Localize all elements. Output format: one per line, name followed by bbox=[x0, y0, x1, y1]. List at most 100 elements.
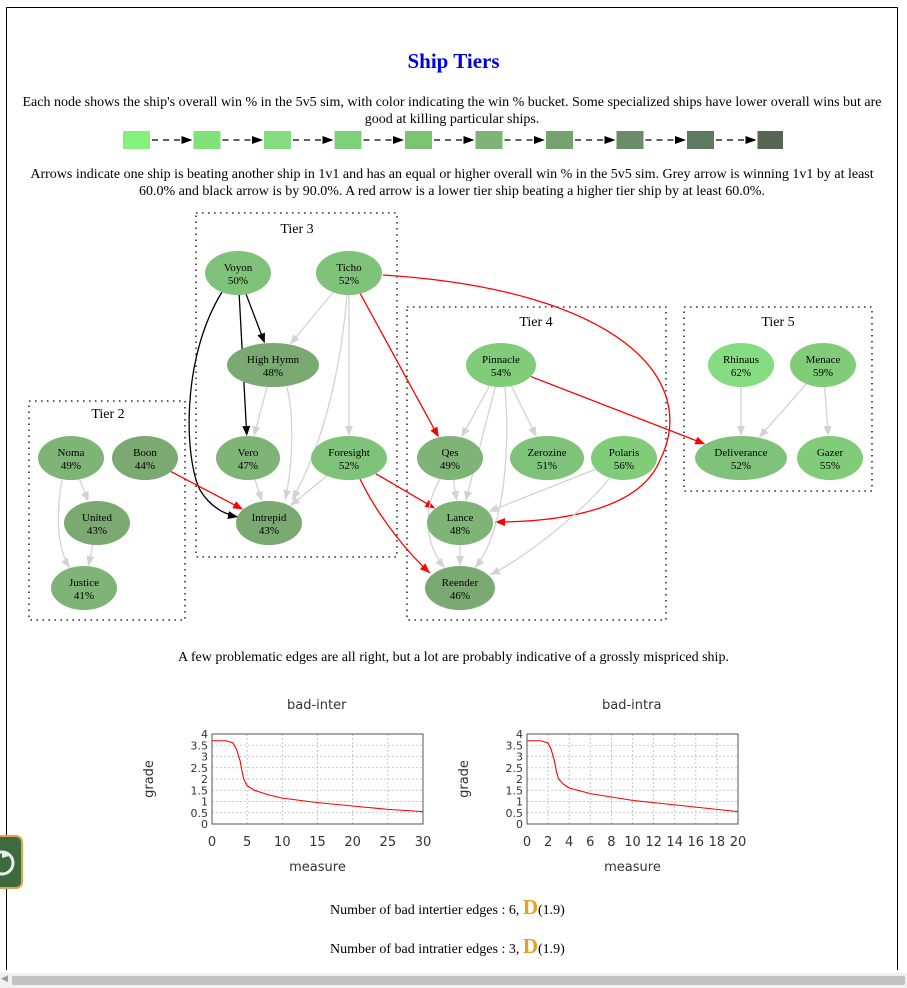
node-name: Noma bbox=[58, 447, 85, 459]
series-line-0 bbox=[527, 740, 739, 813]
node-pct: 52% bbox=[339, 275, 359, 287]
y-tick-label: 1 bbox=[201, 796, 208, 809]
node-pct: 52% bbox=[731, 460, 751, 472]
node-shape bbox=[425, 566, 495, 610]
node-shape bbox=[708, 343, 774, 387]
refresh-button[interactable] bbox=[0, 835, 23, 889]
edge-noma-justice-head bbox=[61, 557, 70, 568]
node-pct: 48% bbox=[263, 367, 283, 379]
edge-highhymn-intrepid bbox=[284, 386, 293, 501]
edge-pinnacle-zerozine-head bbox=[528, 426, 537, 437]
edge-foresight-lance bbox=[375, 473, 429, 505]
arrows-explanation: Arrows indicate one ship is beating anot… bbox=[30, 167, 874, 199]
y-tick-label: 2.5 bbox=[506, 762, 524, 775]
edge-ticho-qes bbox=[359, 293, 436, 431]
node-shape bbox=[591, 436, 657, 480]
x-axis-label: measure bbox=[289, 860, 346, 875]
edge-polaris-reender bbox=[489, 477, 611, 576]
edge-vero-intrepid bbox=[254, 479, 261, 495]
node-pct: 62% bbox=[731, 367, 751, 379]
x-tick-label: 20 bbox=[730, 835, 747, 850]
edge-pinnacle-deliverance bbox=[530, 375, 699, 442]
node-name: Intrepid bbox=[252, 512, 287, 524]
y-tick-label: 2 bbox=[201, 773, 208, 786]
plot-frame bbox=[211, 733, 424, 825]
edge-ticho-intrepid bbox=[291, 294, 348, 501]
legend-arrowhead bbox=[534, 136, 545, 144]
edge-boon-intrepid bbox=[170, 471, 237, 507]
edge-highhymn-intrepid-head bbox=[283, 489, 292, 500]
scrollbar-thumb[interactable] bbox=[12, 976, 905, 985]
edge-voyon-vero-head bbox=[242, 425, 251, 437]
legend-arrowhead bbox=[675, 136, 686, 144]
edge-ticho-highhymn bbox=[294, 291, 334, 339]
edge-ticho-qes-head bbox=[430, 426, 439, 438]
edge-foresight-reender-head bbox=[419, 563, 430, 573]
y-tick-label: 3 bbox=[201, 751, 208, 764]
cluster-label-tier3: Tier 3 bbox=[280, 222, 313, 237]
edge-menace-deliverance-head bbox=[758, 427, 769, 438]
edge-voyon-intrepid bbox=[188, 291, 239, 518]
y-tick-label: 3 bbox=[516, 751, 523, 764]
chart-title-bad-inter: bad-inter bbox=[287, 698, 347, 713]
y-tick-label: 3.5 bbox=[191, 739, 209, 752]
node-name: Pinnacle bbox=[482, 354, 520, 366]
bad-intertier-stat: Number of bad intertier edges : 6, D(1.9… bbox=[330, 895, 565, 920]
node-name: Voyon bbox=[224, 262, 253, 274]
legend-swatch bbox=[616, 131, 644, 149]
node-name: Polaris bbox=[609, 447, 640, 459]
legend-arrowhead bbox=[463, 136, 475, 144]
x-tick-label: 6 bbox=[586, 835, 594, 850]
edge-noma-united bbox=[78, 479, 87, 495]
node-shape bbox=[38, 436, 104, 480]
node-shape bbox=[417, 436, 483, 480]
node-pct: 46% bbox=[450, 590, 470, 602]
x-tick-label: 16 bbox=[688, 835, 705, 850]
edge-polaris-lance-head bbox=[488, 504, 500, 512]
graph-caption: A few problematic edges are all right, b… bbox=[178, 650, 729, 665]
legend-swatch bbox=[405, 131, 432, 149]
x-tick-label: 14 bbox=[666, 835, 683, 850]
node-pct: 44% bbox=[135, 460, 155, 472]
node-name: Justice bbox=[69, 577, 99, 589]
legend-arrowhead bbox=[393, 136, 404, 144]
edge-pinnacle-lance bbox=[467, 386, 496, 494]
edge-pinnacle-deliverance-head bbox=[694, 436, 706, 445]
node-pct: 43% bbox=[259, 525, 279, 537]
legend-swatch bbox=[546, 131, 573, 149]
node-shape bbox=[112, 436, 178, 480]
scroll-left-arrow-icon[interactable]: ◀ bbox=[1, 974, 8, 984]
y-tick-label: 1.5 bbox=[506, 784, 524, 797]
node-shape bbox=[64, 501, 130, 545]
bad-intratier-score: (1.9) bbox=[538, 942, 565, 957]
edge-ticho-foresight-head bbox=[345, 426, 353, 436]
edge-foresight-reender bbox=[359, 478, 431, 574]
cluster-tier3 bbox=[195, 212, 398, 558]
node-name: Foresight bbox=[328, 447, 370, 459]
node-shape bbox=[695, 436, 787, 480]
y-tick-label: 0.5 bbox=[506, 807, 524, 820]
y-tick-label: 2.5 bbox=[191, 762, 209, 775]
node-name: Menace bbox=[806, 354, 841, 366]
bad-intratier-stat: Number of bad intratier edges : 3, D(1.9… bbox=[330, 934, 565, 959]
x-tick-label: 0 bbox=[208, 835, 216, 850]
node-shape bbox=[466, 343, 536, 387]
node-pct: 41% bbox=[74, 590, 94, 602]
node-shape bbox=[797, 436, 863, 480]
x-tick-label: 10 bbox=[274, 835, 291, 850]
cluster-tier2 bbox=[28, 400, 186, 621]
edge-pinnacle-zerozine bbox=[510, 385, 534, 431]
legend-swatch bbox=[123, 131, 150, 149]
